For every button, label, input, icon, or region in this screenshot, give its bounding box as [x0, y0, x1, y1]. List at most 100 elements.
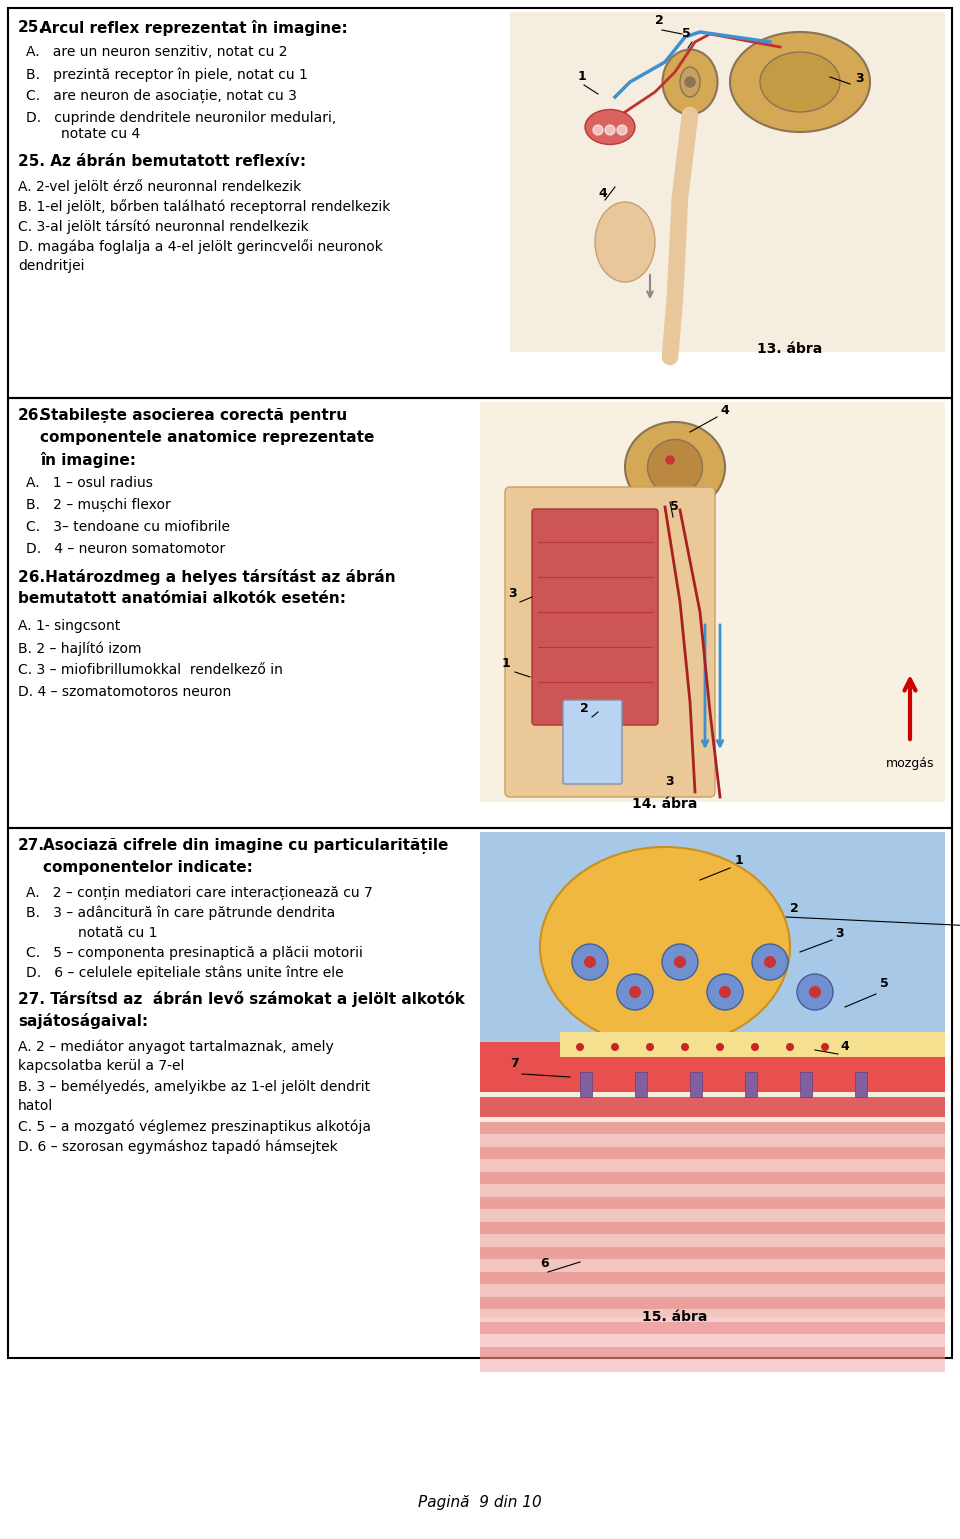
Text: 15. ábra: 15. ábra — [642, 1310, 708, 1324]
Circle shape — [666, 456, 674, 463]
Text: 4: 4 — [840, 1040, 849, 1053]
Bar — [480, 1259, 945, 1273]
Text: Pagină  9 din 10: Pagină 9 din 10 — [419, 1494, 541, 1510]
Ellipse shape — [540, 846, 790, 1047]
Bar — [480, 1147, 945, 1159]
Bar — [745, 1073, 757, 1097]
Bar — [480, 1197, 945, 1210]
Ellipse shape — [680, 68, 700, 97]
Circle shape — [716, 1043, 724, 1051]
Circle shape — [572, 943, 608, 980]
Text: B.   2 – mușchi flexor: B. 2 – mușchi flexor — [26, 499, 171, 512]
Ellipse shape — [760, 52, 840, 112]
Bar — [480, 1159, 945, 1173]
Bar — [855, 1073, 867, 1097]
Bar — [480, 1134, 945, 1147]
Bar — [480, 833, 945, 1050]
Circle shape — [617, 125, 627, 135]
Text: Stabilește asocierea corectă pentru: Stabilește asocierea corectă pentru — [40, 408, 348, 423]
Bar — [480, 1210, 945, 1222]
Bar — [510, 12, 945, 352]
Text: D.   cuprinde dendritele neuronilor medulari,
        notate cu 4: D. cuprinde dendritele neuronilor medula… — [26, 111, 336, 142]
Text: hatol: hatol — [18, 1099, 53, 1113]
Text: A. 2-vel jelölt érző neuronnal rendelkezik: A. 2-vel jelölt érző neuronnal rendelkez… — [18, 179, 301, 194]
Text: în imagine:: în imagine: — [40, 452, 136, 468]
Circle shape — [584, 956, 596, 968]
Text: 7: 7 — [510, 1057, 518, 1070]
Text: 26.Határozdmeg a helyes társítást az ábrán: 26.Határozdmeg a helyes társítást az ábr… — [18, 569, 396, 585]
Circle shape — [764, 956, 776, 968]
Ellipse shape — [662, 49, 717, 114]
Text: 6: 6 — [540, 1257, 548, 1270]
Bar — [480, 1183, 945, 1197]
Text: D.   6 – celulele epiteliale stâns unite între ele: D. 6 – celulele epiteliale stâns unite î… — [26, 966, 344, 980]
Bar — [480, 1297, 945, 1310]
Text: 2: 2 — [790, 902, 799, 916]
Text: 14. ábra: 14. ábra — [633, 797, 698, 811]
Text: D. magába foglalja a 4-el jelölt gerincvelői neuronok: D. magába foglalja a 4-el jelölt gerincv… — [18, 239, 383, 254]
Text: B.   3 – adâncitură în care pătrunde dendrita: B. 3 – adâncitură în care pătrunde dendr… — [26, 906, 335, 920]
Text: 1: 1 — [578, 69, 587, 83]
Circle shape — [611, 1043, 619, 1051]
Circle shape — [797, 974, 833, 1010]
Text: D.   4 – neuron somatomotor: D. 4 – neuron somatomotor — [26, 542, 226, 556]
Circle shape — [809, 986, 821, 997]
Ellipse shape — [647, 440, 703, 494]
Text: B. 3 – bemélyedés, amelyikbe az 1-el jelölt dendrit: B. 3 – bemélyedés, amelyikbe az 1-el jel… — [18, 1079, 371, 1094]
Text: A.   are un neuron senzitiv, notat cu 2: A. are un neuron senzitiv, notat cu 2 — [26, 45, 287, 58]
Text: 2: 2 — [580, 702, 588, 716]
Text: Asociază cifrele din imagine cu particularitățile: Asociază cifrele din imagine cu particul… — [43, 839, 448, 854]
Circle shape — [707, 974, 743, 1010]
Circle shape — [752, 943, 788, 980]
Bar — [8, 828, 952, 1357]
Ellipse shape — [730, 32, 870, 132]
Circle shape — [674, 956, 686, 968]
Text: 3: 3 — [835, 926, 844, 940]
Text: 3: 3 — [855, 72, 864, 85]
Text: B. 1-el jelölt, bőrben található receptorral rendelkezik: B. 1-el jelölt, bőrben található recepto… — [18, 199, 391, 214]
Text: 25.: 25. — [18, 20, 45, 35]
Ellipse shape — [595, 202, 655, 282]
Text: 5: 5 — [670, 500, 679, 512]
Bar — [8, 399, 952, 828]
Text: 4: 4 — [720, 405, 729, 417]
Text: 26.: 26. — [18, 408, 45, 423]
Bar — [560, 1033, 945, 1057]
Bar — [800, 1073, 812, 1097]
Bar — [580, 1073, 592, 1097]
Bar — [480, 833, 945, 1317]
Circle shape — [605, 125, 615, 135]
Bar — [480, 1222, 945, 1234]
Circle shape — [821, 1043, 829, 1051]
Text: B.   prezintă receptor în piele, notat cu 1: B. prezintă receptor în piele, notat cu … — [26, 68, 308, 82]
Circle shape — [685, 77, 695, 88]
Text: A. 1- singcsont: A. 1- singcsont — [18, 619, 120, 633]
Text: B. 2 – hajlító izom: B. 2 – hajlító izom — [18, 642, 141, 656]
Circle shape — [593, 125, 603, 135]
Text: 13. ábra: 13. ábra — [757, 342, 823, 356]
FancyBboxPatch shape — [563, 700, 622, 783]
Bar — [480, 1234, 945, 1247]
FancyBboxPatch shape — [532, 509, 658, 725]
Bar — [480, 1273, 945, 1284]
Text: 25. Az ábrán bemutatott reflexív:: 25. Az ábrán bemutatott reflexív: — [18, 154, 306, 169]
Text: kapcsolatba kerül a 7-el: kapcsolatba kerül a 7-el — [18, 1059, 184, 1073]
Circle shape — [786, 1043, 794, 1051]
Text: 5: 5 — [682, 28, 691, 40]
Bar — [480, 1284, 945, 1297]
Bar — [480, 1334, 945, 1347]
Bar — [480, 1097, 945, 1117]
Text: C. 3 – miofibrillumokkal  rendelkező in: C. 3 – miofibrillumokkal rendelkező in — [18, 663, 283, 677]
Text: componentele anatomice reprezentate: componentele anatomice reprezentate — [40, 429, 374, 445]
Circle shape — [646, 1043, 654, 1051]
Bar — [480, 1247, 945, 1259]
Text: 27.: 27. — [18, 839, 45, 853]
Text: A.   2 – conțin mediatori care interacționează cu 7: A. 2 – conțin mediatori care interacțion… — [26, 886, 372, 900]
Bar — [480, 1322, 945, 1334]
Text: D. 4 – szomatomotoros neuron: D. 4 – szomatomotoros neuron — [18, 685, 231, 699]
Text: A.   1 – osul radius: A. 1 – osul radius — [26, 476, 153, 489]
Circle shape — [576, 1043, 584, 1051]
Bar — [480, 1359, 945, 1371]
Text: 1: 1 — [735, 854, 744, 866]
Bar — [480, 1310, 945, 1322]
